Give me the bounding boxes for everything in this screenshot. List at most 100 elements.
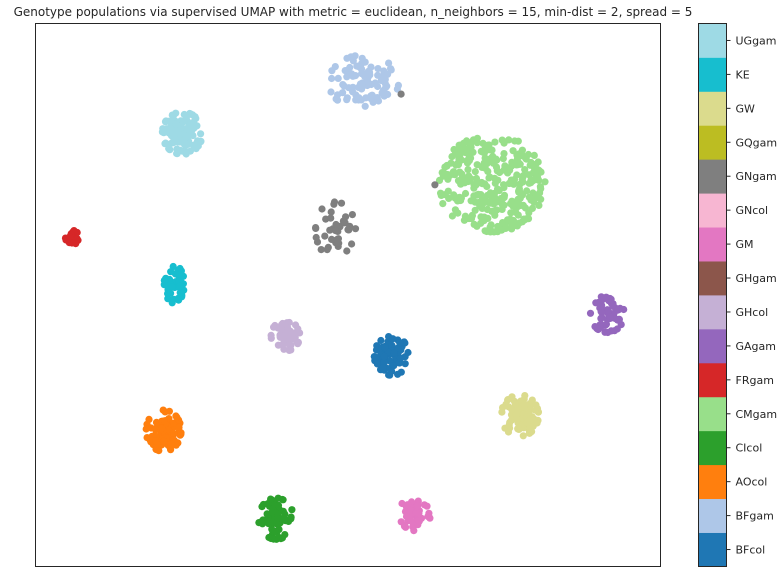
point-CIcol xyxy=(274,494,282,502)
colorbar-segment-UGgam xyxy=(698,23,727,58)
point-AOcol xyxy=(161,408,169,416)
colorbar-segment-GHgam xyxy=(698,261,727,296)
point-CMgam xyxy=(499,155,507,163)
point-CMgam xyxy=(520,215,528,223)
point-GW xyxy=(513,416,521,424)
point-BFgam xyxy=(343,54,351,62)
point-CMgam xyxy=(533,173,541,181)
point-GM xyxy=(410,527,418,535)
point-GNgam xyxy=(343,247,351,255)
point-GHcol xyxy=(286,333,294,342)
point-GNgam xyxy=(327,214,335,222)
point-BFgam xyxy=(328,67,336,75)
point-CMgam xyxy=(525,193,533,201)
point-BFgam xyxy=(334,91,342,99)
point-CMgam xyxy=(489,159,497,167)
point-GHcol xyxy=(285,318,293,327)
point-GNgam xyxy=(397,90,405,98)
point-AOcol xyxy=(170,429,178,437)
point-CIcol xyxy=(265,520,273,528)
point-BFgam xyxy=(363,75,371,83)
point-UGgam xyxy=(180,118,188,126)
point-KE xyxy=(168,283,176,291)
point-AOcol xyxy=(152,437,160,445)
scatter-points xyxy=(61,52,628,543)
colorbar-label-AOcol: AOcol xyxy=(736,476,768,489)
point-CMgam xyxy=(493,185,502,193)
point-UGgam xyxy=(189,141,198,149)
point-BFgam xyxy=(387,65,395,73)
point-CMgam xyxy=(500,193,508,202)
point-GM xyxy=(398,499,406,508)
point-CMgam xyxy=(490,228,498,236)
point-GNgam xyxy=(312,224,320,232)
point-AOcol xyxy=(177,429,185,437)
point-KE xyxy=(171,270,180,278)
point-GNgam xyxy=(344,226,352,234)
point-BFgam xyxy=(357,96,365,104)
point-CMgam xyxy=(508,218,516,226)
point-AOcol xyxy=(151,431,159,439)
point-GAgam xyxy=(614,306,622,314)
colorbar-label-GHcol: GHcol xyxy=(736,306,769,319)
point-CMgam xyxy=(498,205,506,213)
point-GHcol xyxy=(277,325,285,333)
point-AOcol xyxy=(173,413,181,421)
point-GW xyxy=(519,432,527,440)
point-CMgam xyxy=(471,206,479,214)
point-BFgam xyxy=(346,63,354,72)
point-CMgam xyxy=(537,195,545,203)
point-UGgam xyxy=(161,118,170,126)
point-BFcol xyxy=(381,344,389,352)
point-CMgam xyxy=(534,158,542,166)
point-BFgam xyxy=(327,88,335,96)
point-BFcol xyxy=(373,360,381,368)
colorbar-segment-GNgam xyxy=(698,159,727,194)
colorbar-segment-FRgam xyxy=(698,362,727,398)
point-GNgam xyxy=(351,225,360,233)
point-CMgam xyxy=(514,211,522,219)
point-GM xyxy=(415,509,423,517)
point-CMgam xyxy=(439,172,447,180)
point-GAgam xyxy=(609,302,617,310)
point-BFgam xyxy=(356,63,364,71)
point-BFgam xyxy=(374,65,382,73)
colorbar-segment-GW xyxy=(698,91,727,126)
colorbar-label-GW: GW xyxy=(736,102,756,115)
point-GNgam xyxy=(348,211,356,219)
point-BFcol xyxy=(372,353,380,361)
colorbar-segment-GAgam xyxy=(698,328,727,364)
point-GAgam xyxy=(604,306,612,315)
point-CMgam xyxy=(439,200,447,208)
point-BFgam xyxy=(394,81,402,89)
point-UGgam xyxy=(167,125,175,133)
point-CMgam xyxy=(516,160,524,168)
point-CMgam xyxy=(463,159,472,167)
point-CMgam xyxy=(461,189,470,198)
point-CMgam xyxy=(518,146,527,154)
point-CIcol xyxy=(271,527,279,535)
point-UGgam xyxy=(166,146,174,154)
point-GNgam xyxy=(332,220,340,229)
point-GAgam xyxy=(598,309,606,317)
point-BFgam xyxy=(361,102,369,110)
point-CMgam xyxy=(524,150,533,159)
point-GM xyxy=(402,523,410,531)
point-GNgam xyxy=(330,198,339,206)
point-CMgam xyxy=(530,151,538,159)
point-KE xyxy=(176,282,184,290)
point-CMgam xyxy=(473,134,481,142)
point-CMgam xyxy=(476,199,484,207)
point-CMgam xyxy=(483,205,491,214)
point-GHcol xyxy=(294,325,302,333)
point-UGgam xyxy=(172,120,180,128)
point-GW xyxy=(498,408,506,416)
point-UGgam xyxy=(173,127,181,135)
point-GW xyxy=(515,425,523,433)
point-UGgam xyxy=(161,140,169,148)
point-CMgam xyxy=(519,172,527,180)
point-AOcol xyxy=(155,447,163,455)
point-CMgam xyxy=(455,145,464,153)
point-AOcol xyxy=(160,437,168,445)
point-UGgam xyxy=(180,110,188,119)
